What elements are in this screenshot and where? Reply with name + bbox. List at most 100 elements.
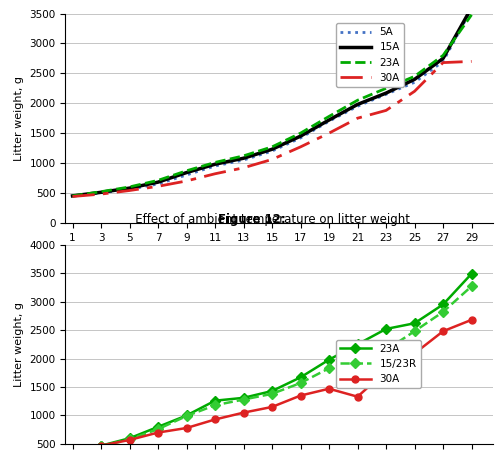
Line: 30A: 30A (72, 62, 471, 197)
23A (269, 144, 275, 149)
15A (184, 170, 190, 175)
15/23R (69, 447, 75, 453)
15/23R (155, 426, 161, 432)
15A (411, 77, 417, 82)
15A (155, 179, 161, 185)
30A (440, 328, 446, 334)
15/23R (98, 443, 104, 449)
Text: Figure 12:: Figure 12: (218, 213, 285, 226)
5A (326, 119, 332, 124)
23A (212, 398, 218, 403)
23A (69, 447, 75, 453)
15A (69, 193, 75, 198)
15A (212, 162, 218, 167)
5A (440, 59, 446, 64)
15A (98, 190, 104, 195)
23A (69, 193, 75, 198)
15/23R (184, 413, 190, 419)
30A (411, 351, 417, 356)
30A (468, 59, 474, 64)
30A (155, 430, 161, 435)
30A (155, 183, 161, 189)
15A (240, 155, 246, 161)
5A (98, 190, 104, 196)
23A (269, 388, 275, 394)
30A (127, 437, 133, 443)
23A (212, 160, 218, 165)
15/23R (127, 437, 133, 442)
30A (468, 317, 474, 323)
5A (468, 6, 474, 11)
Line: 23A: 23A (72, 15, 471, 196)
15A (383, 90, 389, 96)
23A (468, 271, 474, 276)
30A (326, 130, 332, 136)
15/23R (326, 366, 332, 371)
23A (411, 321, 417, 326)
30A (383, 108, 389, 113)
5A (411, 80, 417, 85)
Line: 23A: 23A (69, 270, 475, 453)
5A (240, 157, 246, 163)
15A (355, 102, 361, 107)
23A (297, 375, 303, 380)
23A (155, 178, 161, 183)
30A (411, 89, 417, 94)
23A (411, 74, 417, 79)
30A (355, 394, 361, 400)
30A (212, 171, 218, 177)
15A (269, 147, 275, 152)
15A (468, 5, 474, 10)
5A (383, 92, 389, 97)
5A (297, 135, 303, 140)
5A (69, 193, 75, 198)
30A (184, 178, 190, 183)
30A (269, 404, 275, 410)
Line: 5A: 5A (72, 9, 471, 196)
23A (383, 326, 389, 332)
23A (240, 395, 246, 400)
30A (326, 386, 332, 391)
23A (127, 184, 133, 190)
Legend: 23A, 15/23R, 30A: 23A, 15/23R, 30A (336, 340, 421, 388)
30A (240, 410, 246, 415)
30A (440, 60, 446, 65)
30A (98, 443, 104, 448)
23A (468, 12, 474, 18)
23A (326, 114, 332, 119)
15/23R (297, 381, 303, 386)
15/23R (269, 391, 275, 396)
15A (297, 133, 303, 139)
5A (184, 172, 190, 178)
23A (155, 424, 161, 429)
23A (383, 86, 389, 91)
23A (184, 168, 190, 173)
5A (269, 148, 275, 154)
15/23R (440, 309, 446, 314)
15/23R (212, 403, 218, 408)
23A (326, 357, 332, 362)
15A (440, 56, 446, 61)
23A (355, 342, 361, 347)
Y-axis label: Litter weight, g: Litter weight, g (14, 302, 24, 387)
15/23R (383, 347, 389, 353)
30A (98, 191, 104, 197)
5A (155, 181, 161, 187)
15A (326, 117, 332, 123)
30A (212, 417, 218, 422)
30A (297, 144, 303, 149)
Line: 30A: 30A (69, 316, 475, 453)
23A (440, 302, 446, 307)
30A (240, 165, 246, 170)
30A (69, 448, 75, 453)
23A (355, 97, 361, 103)
15/23R (355, 357, 361, 362)
30A (184, 425, 190, 431)
23A (440, 53, 446, 58)
Line: 15A: 15A (72, 8, 471, 196)
15/23R (411, 328, 417, 334)
23A (98, 443, 104, 448)
15/23R (240, 397, 246, 402)
Legend: 5A, 15A, 23A, 30A: 5A, 15A, 23A, 30A (336, 23, 404, 87)
23A (127, 435, 133, 441)
